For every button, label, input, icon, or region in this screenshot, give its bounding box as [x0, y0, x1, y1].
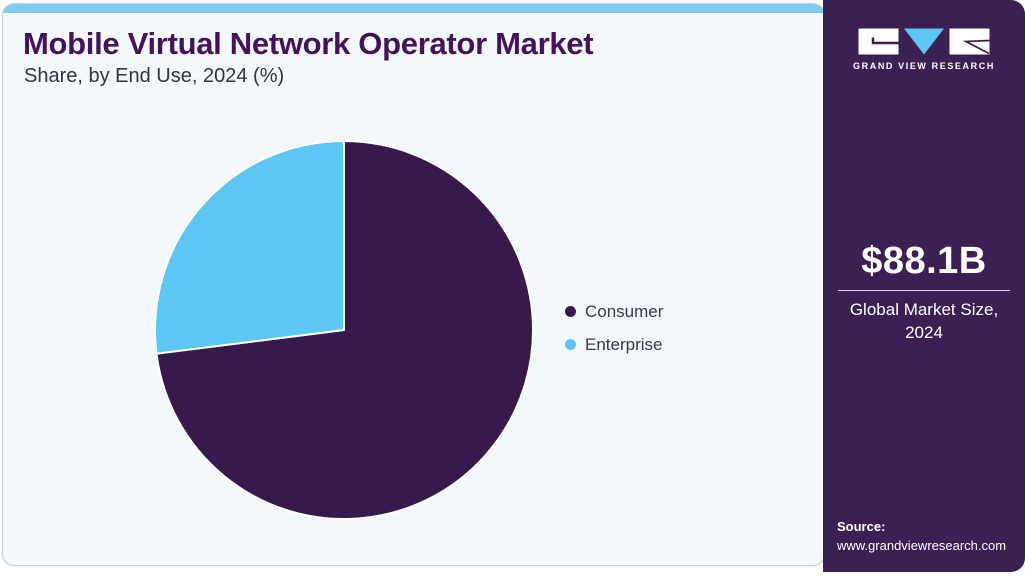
pie-chart — [154, 140, 534, 520]
chart-subtitle: Share, by End Use, 2024 (%) — [24, 65, 285, 87]
legend-swatch-consumer — [565, 306, 576, 317]
gvr-logo-icon — [858, 28, 990, 55]
legend: Consumer Enterprise — [565, 301, 663, 355]
legend-label-enterprise: Enterprise — [585, 334, 663, 354]
pie-slice-enterprise — [154, 140, 345, 355]
legend-swatch-enterprise — [565, 339, 576, 350]
chart-card: Mobile Virtual Network Operator Market S… — [2, 3, 825, 566]
source-url: www.grandviewresearch.com — [837, 538, 1007, 554]
market-size-value: $88.1B — [861, 240, 987, 282]
market-size-block: $88.1B Global Market Size, 2024 — [823, 240, 1025, 345]
legend-label-consumer: Consumer — [585, 301, 664, 321]
market-size-label: Global Market Size, 2024 — [849, 300, 999, 342]
logo-g-mark — [871, 37, 899, 45]
chart-title: Mobile Virtual Network Operator Market — [23, 26, 594, 61]
logo-r-mark — [962, 39, 990, 55]
top-accent-strip — [3, 4, 824, 13]
market-size-divider — [838, 290, 1010, 291]
logo-g-box — [858, 28, 899, 55]
logo-v-triangle — [904, 28, 944, 55]
brand-name: GRAND VIEW RESEARCH — [853, 61, 995, 71]
sidebar-panel: GRAND VIEW RESEARCH $88.1B Global Market… — [823, 0, 1025, 572]
legend-item-enterprise: Enterprise — [565, 334, 663, 355]
legend-item-consumer: Consumer — [565, 301, 663, 322]
source-label: Source: — [837, 519, 886, 535]
source-block: Source: www.grandviewresearch.com — [837, 518, 1006, 556]
